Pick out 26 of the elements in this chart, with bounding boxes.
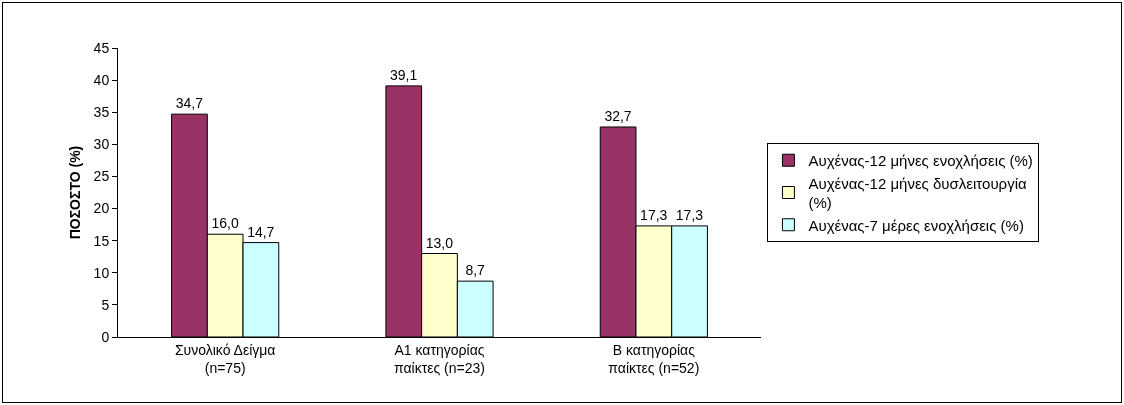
data-label: 39,1 [390, 66, 418, 83]
data-label: 32,7 [604, 107, 632, 124]
y-tick-label: 20 [93, 200, 110, 217]
y-tick-label: 5 [101, 296, 110, 313]
y-tick-label: 10 [93, 264, 110, 281]
y-tick-label: 30 [93, 136, 110, 153]
y-tick-label: 35 [93, 104, 110, 121]
y-tick-label: 15 [93, 232, 110, 249]
y-tick-label: 40 [93, 72, 110, 89]
y-axis-title: ΠΟΣΟΣΤΟ (%) [67, 145, 83, 240]
data-label: 14,7 [247, 223, 275, 240]
data-label: 17,3 [640, 206, 668, 223]
y-tick-label: 0 [101, 328, 110, 345]
legend-label: Αυχένας-7 μέρες ενοχλήσεις (%) [808, 216, 1024, 234]
x-tick-label: Συνολικό Δείγμα (n=75) [174, 341, 276, 376]
x-tick-label: Β κατηγορίας παίκτες (n=52) [608, 341, 700, 376]
data-label: 8,7 [465, 262, 486, 279]
data-label: 17,3 [675, 206, 704, 223]
data-label: 13,0 [425, 234, 454, 251]
data-label: 16,0 [211, 215, 239, 232]
legend-label: Αυχένας-12 μήνες ενοχλήσεις (%) [808, 152, 1033, 170]
x-tick-label: Α1 κατηγορίας παίκτες (n=23) [394, 341, 485, 376]
legend-label: Αυχένας-12 μήνες δυσλειτουργία (%) [808, 174, 1027, 212]
data-label: 34,7 [175, 95, 204, 112]
y-tick-label: 25 [93, 168, 110, 185]
y-tick-label: 45 [93, 39, 110, 56]
